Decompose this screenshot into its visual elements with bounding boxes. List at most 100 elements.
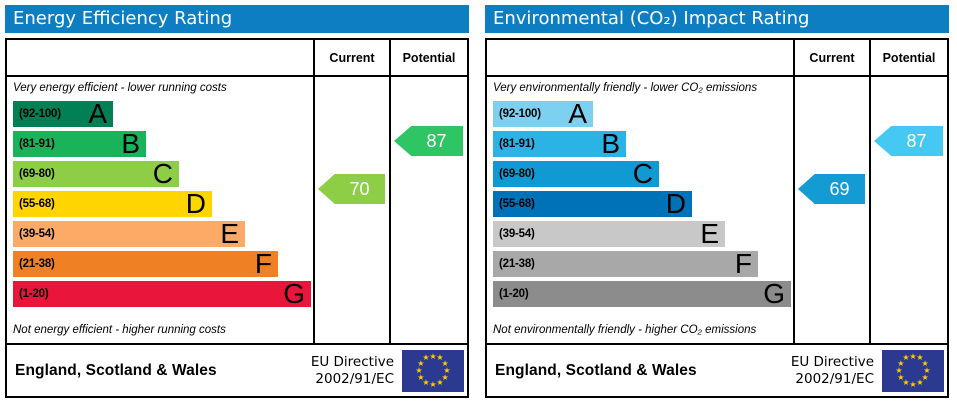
band-letter: A: [88, 98, 107, 129]
star-icon: ★: [415, 365, 423, 375]
band-letter: E: [700, 218, 719, 249]
band-bar-G: (1-20) G: [13, 278, 311, 309]
current-rating-cell: 70: [313, 77, 389, 343]
panel-footer: England, Scotland & Wales EU Directive 2…: [485, 343, 949, 398]
potential-column-header: Potential: [389, 40, 467, 77]
bands-list: (92-100) A (81-91) B (69-80) C (55-68) D (39-54)…: [13, 98, 313, 311]
star-icon: ★: [441, 372, 449, 382]
top-note: Very energy efficient - lower running co…: [13, 82, 227, 94]
current-rating-arrow: 69: [798, 174, 865, 204]
bands-list: (92-100) A (81-91) B (69-80) C (55-68) D (39-54)…: [493, 98, 793, 311]
star-icon: ★: [429, 379, 437, 389]
environmental-impact-panel: Environmental (CO₂) Impact Rating Curren…: [485, 5, 949, 404]
star-icon: ★: [422, 353, 430, 363]
top-note: Very environmentally friendly - lower CO…: [493, 82, 758, 94]
band-letter: E: [220, 218, 239, 249]
band-range-label: (39-54): [19, 228, 55, 240]
band-row-C: (69-80) C: [493, 158, 793, 189]
star-icon: ★: [895, 365, 903, 375]
star-icon: ★: [422, 377, 430, 387]
bottom-note: Not environmentally friendly - higher CO…: [493, 324, 757, 336]
environmental-rating-table: Current Potential Very environmentally f…: [485, 38, 949, 345]
eu-directive-line2: 2002/91/EC: [315, 370, 394, 387]
eu-flag-icon: ★ ★ ★ ★ ★ ★ ★ ★ ★ ★ ★ ★: [882, 349, 944, 392]
band-row-G: (1-20) G: [493, 280, 793, 308]
star-icon: ★: [902, 377, 910, 387]
star-icon: ★: [909, 351, 917, 361]
band-letter: A: [568, 98, 587, 129]
band-range-label: (55-68): [499, 198, 535, 210]
band-row-A: (92-100) A: [493, 98, 793, 129]
band-letter: B: [121, 128, 140, 159]
band-letter: C: [152, 158, 173, 189]
star-icon: ★: [921, 372, 929, 382]
band-bar-C: (69-80) C: [493, 158, 659, 189]
star-icon: ★: [443, 365, 451, 375]
potential-rating-arrow: 87: [874, 126, 943, 156]
star-icon: ★: [897, 358, 905, 368]
eu-directive-line1: EU Directive: [310, 353, 394, 370]
band-row-G: (1-20) G: [13, 278, 313, 309]
band-bar-G: (1-20) G: [493, 280, 791, 308]
star-icon: ★: [902, 353, 910, 363]
band-letter: F: [254, 248, 272, 279]
energy-panel-title: Energy Efficiency Rating: [5, 5, 469, 33]
current-rating-cell: 69: [793, 77, 869, 343]
band-range-label: (92-100): [499, 108, 541, 120]
bands-area: Very environmentally friendly - lower CO…: [487, 77, 793, 343]
band-row-F: (21-38) F: [13, 248, 313, 279]
band-range-label: (1-20): [499, 288, 529, 300]
band-row-E: (39-54) E: [13, 218, 313, 249]
band-range-label: (39-54): [499, 228, 535, 240]
band-row-F: (21-38) F: [493, 248, 793, 279]
current-rating-arrow: 70: [318, 174, 385, 204]
band-bar-A: (92-100) A: [13, 98, 113, 129]
band-bar-D: (55-68) D: [13, 188, 212, 219]
panel-footer: England, Scotland & Wales EU Directive 2…: [5, 343, 469, 398]
band-bar-B: (81-91) B: [13, 128, 146, 159]
star-icon: ★: [916, 353, 924, 363]
star-icon: ★: [417, 372, 425, 382]
band-letter: D: [665, 188, 686, 219]
eu-directive-label: EU Directive 2002/91/EC: [311, 354, 394, 388]
band-range-label: (69-80): [19, 168, 55, 180]
star-icon: ★: [436, 377, 444, 387]
current-column-header: Current: [793, 40, 869, 77]
potential-rating-cell: 87: [389, 77, 467, 343]
potential-column-header: Potential: [869, 40, 947, 77]
band-range-label: (55-68): [19, 198, 55, 210]
band-bar-F: (21-38) F: [493, 248, 758, 279]
star-icon: ★: [441, 358, 449, 368]
region-label: England, Scotland & Wales: [495, 361, 697, 379]
band-letter: G: [283, 278, 305, 309]
header-blank-cell: [7, 40, 313, 77]
band-letter: F: [734, 248, 752, 279]
star-icon: ★: [436, 353, 444, 363]
energy-rating-table: Current Potential Very energy efficient …: [5, 38, 469, 345]
band-row-C: (69-80) C: [13, 158, 313, 189]
star-icon: ★: [897, 372, 905, 382]
potential-rating-arrow: 87: [394, 126, 463, 156]
star-icon: ★: [909, 379, 917, 389]
star-icon: ★: [417, 358, 425, 368]
band-letter: C: [632, 158, 653, 189]
band-row-B: (81-91) B: [493, 128, 793, 159]
band-bar-F: (21-38) F: [13, 248, 278, 279]
band-row-B: (81-91) B: [13, 128, 313, 159]
energy-efficiency-panel: Energy Efficiency Rating Current Potenti…: [5, 5, 469, 404]
band-bar-A: (92-100) A: [493, 98, 593, 129]
band-bar-C: (69-80) C: [13, 158, 179, 189]
environmental-panel-title: Environmental (CO₂) Impact Rating: [485, 5, 949, 33]
band-letter: D: [185, 188, 206, 219]
region-label: England, Scotland & Wales: [15, 361, 217, 379]
star-icon: ★: [429, 351, 437, 361]
band-range-label: (81-91): [19, 138, 55, 150]
band-range-label: (21-38): [499, 258, 535, 270]
band-letter: B: [601, 128, 620, 159]
eu-directive-label: EU Directive 2002/91/EC: [791, 354, 874, 388]
band-range-label: (69-80): [499, 168, 535, 180]
band-bar-E: (39-54) E: [493, 218, 725, 249]
band-range-label: (92-100): [19, 108, 61, 120]
band-bar-D: (55-68) D: [493, 188, 692, 219]
